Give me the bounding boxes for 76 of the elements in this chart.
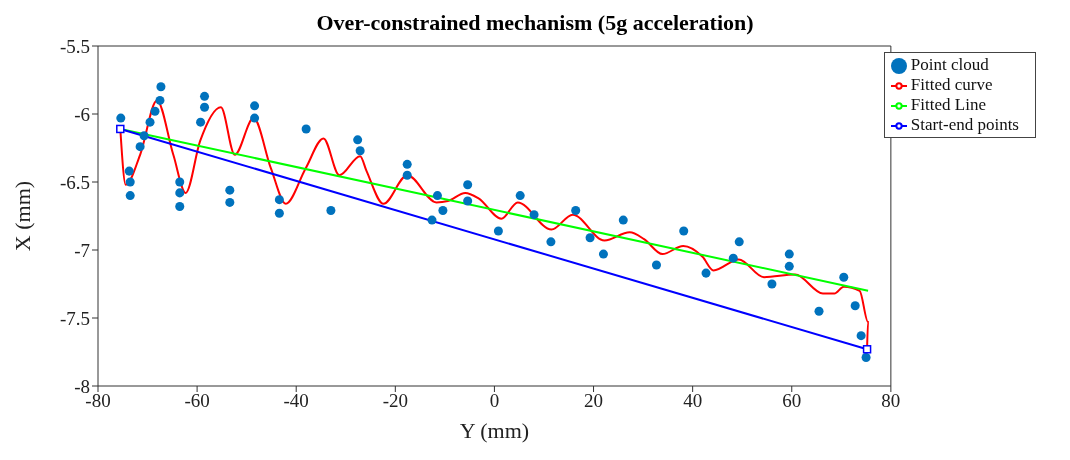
y-tick-label: -6.5 bbox=[59, 171, 90, 193]
point bbox=[274, 208, 284, 218]
x-tick-label: -40 bbox=[283, 390, 309, 412]
point bbox=[529, 210, 539, 220]
point bbox=[850, 301, 860, 311]
y-tick-label: -8 bbox=[74, 375, 90, 397]
point bbox=[814, 306, 824, 316]
point bbox=[784, 249, 794, 259]
legend-label: Fitted curve bbox=[910, 75, 993, 94]
y-tick-label: -6 bbox=[74, 103, 90, 125]
point bbox=[139, 131, 149, 141]
point bbox=[463, 196, 473, 206]
point bbox=[728, 253, 738, 263]
chart-title: Over-constrained mechanism (5g acceleration) bbox=[315, 10, 755, 36]
point bbox=[493, 226, 503, 236]
point bbox=[145, 117, 155, 127]
point bbox=[124, 166, 134, 176]
point bbox=[125, 191, 135, 201]
point bbox=[250, 113, 260, 123]
point bbox=[427, 215, 437, 225]
point bbox=[862, 345, 872, 354]
x-tick-label: 80 bbox=[881, 390, 901, 412]
point bbox=[585, 233, 595, 243]
point bbox=[196, 117, 206, 127]
x-tick-label: -20 bbox=[382, 390, 408, 412]
point bbox=[125, 177, 135, 187]
point bbox=[598, 249, 608, 259]
point bbox=[135, 142, 145, 152]
point bbox=[274, 195, 284, 205]
point bbox=[784, 261, 794, 271]
point bbox=[150, 106, 160, 116]
point bbox=[839, 272, 849, 282]
point bbox=[326, 206, 336, 216]
point bbox=[225, 197, 235, 207]
x-tick-label: 60 bbox=[782, 390, 802, 412]
point bbox=[432, 191, 442, 201]
point bbox=[116, 113, 126, 123]
point bbox=[438, 206, 448, 216]
legend-label: Point cloud bbox=[910, 55, 989, 74]
legend-label: Start-end points bbox=[910, 115, 1019, 134]
legend-label: Fitted Line bbox=[910, 95, 986, 114]
point bbox=[200, 91, 210, 101]
y-tick-label: -5.5 bbox=[59, 35, 90, 57]
point bbox=[734, 237, 744, 247]
point bbox=[155, 95, 165, 105]
point bbox=[200, 102, 210, 112]
point bbox=[402, 170, 412, 180]
point bbox=[156, 82, 166, 92]
point bbox=[301, 124, 311, 134]
point bbox=[546, 237, 556, 247]
point bbox=[355, 146, 365, 156]
point bbox=[175, 188, 185, 198]
x-axis-title: Y (mm) bbox=[459, 418, 530, 443]
point bbox=[402, 159, 412, 169]
point bbox=[515, 191, 525, 201]
point bbox=[463, 180, 473, 190]
point bbox=[250, 101, 260, 111]
point bbox=[225, 185, 235, 195]
point bbox=[651, 260, 661, 270]
y-tick-label: -7 bbox=[74, 239, 90, 261]
point bbox=[175, 201, 185, 211]
x-tick-label: -60 bbox=[184, 390, 210, 412]
x-tick-label: 40 bbox=[683, 390, 703, 412]
x-tick-label: 0 bbox=[489, 390, 500, 412]
point bbox=[175, 177, 185, 187]
point bbox=[571, 206, 581, 216]
x-tick-label: 20 bbox=[584, 390, 604, 412]
point bbox=[767, 279, 777, 289]
point bbox=[701, 268, 711, 278]
point bbox=[856, 331, 866, 341]
point bbox=[353, 135, 363, 145]
point bbox=[618, 215, 628, 225]
point bbox=[679, 226, 689, 236]
y-tick-label: -7.5 bbox=[59, 307, 90, 329]
y-axis-title: X (mm) bbox=[9, 180, 35, 252]
point bbox=[116, 124, 125, 134]
